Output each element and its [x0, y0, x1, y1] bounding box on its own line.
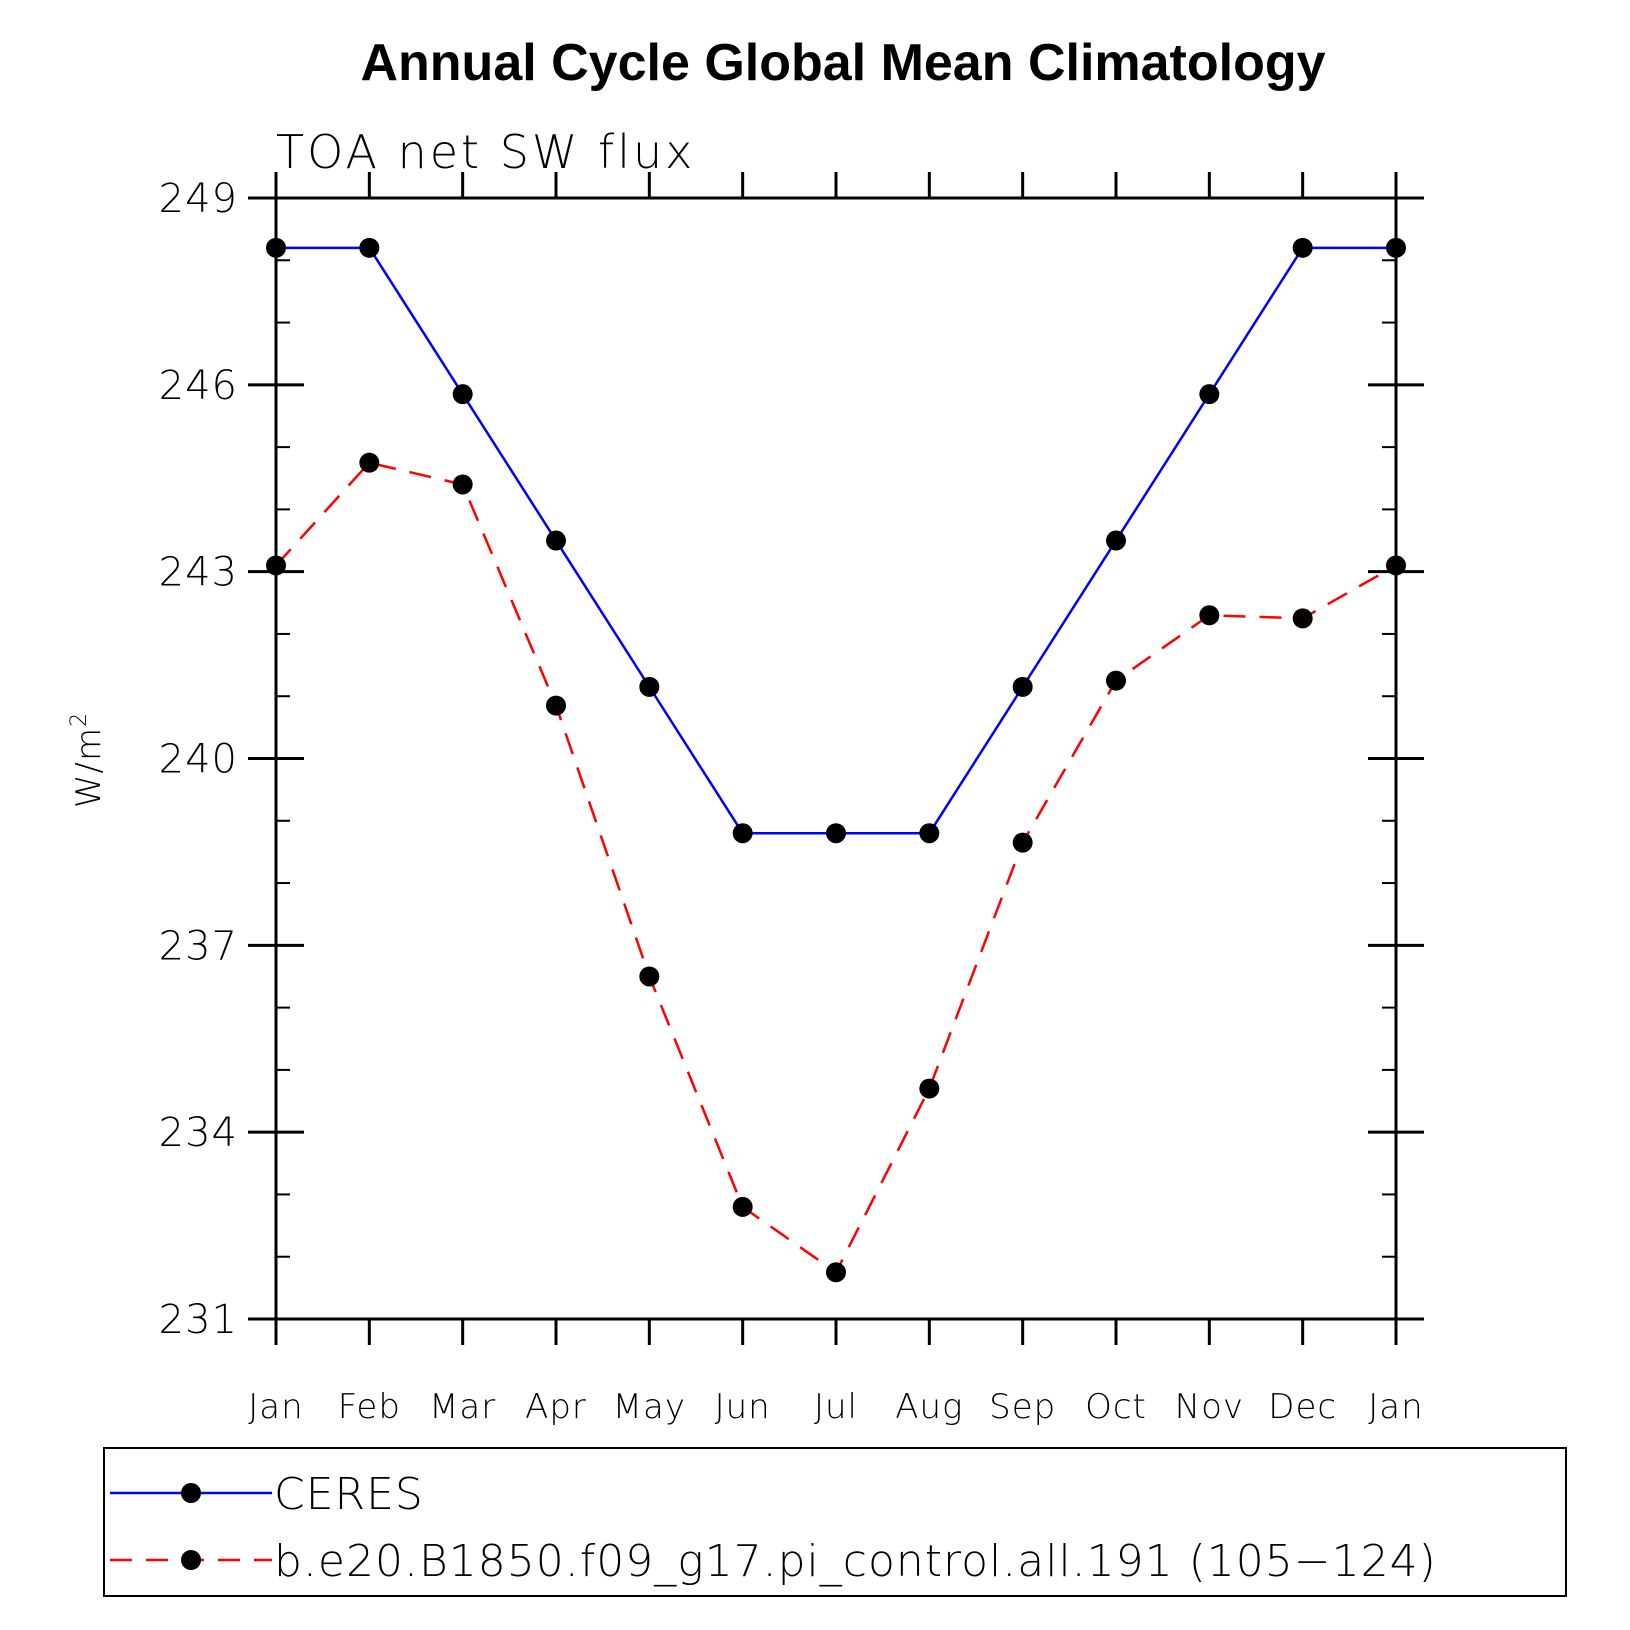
x-tick-label: Oct — [1085, 1387, 1147, 1427]
y-tick-label: 231 — [159, 1297, 238, 1343]
series-line-2 — [275, 461, 1397, 1275]
y-axis-label-superscript: 2 — [67, 712, 92, 727]
x-tick-label: Apr — [525, 1387, 587, 1427]
series-line-1 — [276, 246, 1396, 835]
x-tick-label: Jun — [715, 1387, 771, 1427]
x-tick-label: Feb — [338, 1387, 401, 1427]
series-2-point — [732, 1196, 753, 1217]
series-layer — [266, 237, 1406, 1283]
series-2-point — [266, 555, 286, 576]
series-2-point — [546, 695, 566, 716]
y-tick-label: 237 — [159, 923, 238, 969]
series-1-point — [1292, 237, 1313, 258]
x-axis: Jan Feb Mar Apr May Jun Jul Aug Sep Oct Nov Dec Jan — [248, 172, 1423, 1427]
legend-marker-2 — [181, 1550, 201, 1570]
y-tick-label: 240 — [159, 737, 238, 783]
x-tick-label: May — [613, 1387, 686, 1427]
x-tick-label: Jan — [1368, 1387, 1423, 1427]
series-1-point — [1386, 237, 1406, 258]
chart-subtitle: TOA net SW flux — [276, 125, 695, 179]
series-1-point — [359, 237, 380, 258]
x-tick-label: Jul — [814, 1387, 858, 1427]
series-1-point — [1012, 676, 1033, 697]
legend-box — [103, 1447, 1567, 1597]
legend-marker-1 — [181, 1483, 201, 1503]
x-tick-label: Sep — [989, 1387, 1056, 1427]
series-1-point — [732, 823, 753, 844]
x-tick-label: Aug — [895, 1387, 963, 1427]
y-axis: 231 234 237 240 243 246 249 — [159, 176, 1424, 1343]
legend-label-2: b.e20.B1850.f09_g17.pi_control.all.191 (… — [274, 1536, 1437, 1587]
series-1-point — [826, 823, 846, 844]
legend: CERES b.e20.B1850.f09_g17.pi_control.all.… — [110, 1469, 1437, 1587]
series-1-point — [1199, 384, 1220, 405]
series-1-point — [266, 237, 286, 258]
y-tick-label: 246 — [159, 363, 238, 409]
series-1-point — [452, 384, 473, 405]
series-1-point — [639, 676, 660, 697]
y-tick-label: 234 — [159, 1110, 238, 1156]
x-tick-label: Jan — [248, 1387, 303, 1427]
series-2-point — [1292, 608, 1313, 629]
series-1-point — [546, 530, 566, 551]
y-axis-label: W/m2 — [67, 712, 109, 808]
series-2-point — [639, 966, 660, 987]
series-2-point — [1386, 555, 1406, 576]
series-2-point — [452, 474, 473, 495]
series-2-point — [359, 452, 380, 473]
y-tick-label: 243 — [159, 550, 238, 596]
series-2-point — [919, 1078, 940, 1099]
y-tick-label: 249 — [159, 176, 238, 222]
legend-label-1: CERES — [274, 1469, 424, 1520]
series-2-point — [826, 1262, 846, 1283]
x-tick-label: Dec — [1268, 1387, 1337, 1427]
x-tick-label: Mar — [429, 1387, 496, 1427]
series-1-point — [919, 823, 940, 844]
chart-title: Annual Cycle Global Mean Climatology — [360, 34, 1325, 92]
series-1-point — [1106, 530, 1126, 551]
x-tick-label: Nov — [1175, 1387, 1244, 1427]
series-2-point — [1012, 832, 1033, 853]
series-2-point — [1106, 670, 1126, 691]
series-2-point — [1199, 605, 1220, 626]
y-axis-label-text: W/m — [69, 727, 109, 808]
